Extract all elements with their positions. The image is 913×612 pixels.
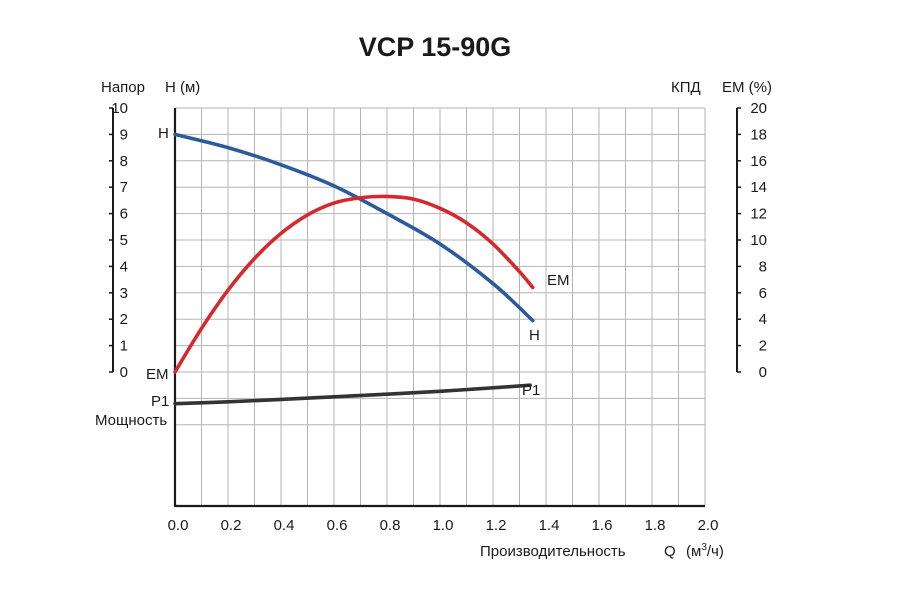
right-tick-label: 10 <box>750 232 767 249</box>
x-tick-label: 0.8 <box>380 517 401 534</box>
curves <box>173 132 535 406</box>
left-tick-label: 6 <box>120 206 128 223</box>
chart-title: VCP 15-90G <box>359 32 512 62</box>
series-p1-label-end: P1 <box>522 382 540 399</box>
series-p1-label-start: P1 <box>151 393 169 410</box>
right-tick-label: 14 <box>750 179 767 196</box>
left-tick-label: 7 <box>120 179 128 196</box>
x-tick-label: 1.2 <box>486 517 507 534</box>
x-tick-label: 1.8 <box>645 517 666 534</box>
x-tick-label: 0.4 <box>274 517 295 534</box>
left-tick-label: 1 <box>120 338 128 355</box>
left-axis-label-1: Напор <box>101 79 145 96</box>
x-axis-symbol: Q <box>664 543 676 560</box>
left-tick-label: 8 <box>120 153 128 170</box>
right-tick-label: 6 <box>759 285 767 302</box>
right-tick-label: 4 <box>759 311 767 328</box>
x-tick-label: 2.0 <box>698 517 719 534</box>
right-tick-label: 18 <box>750 126 767 143</box>
left-tick-label: 0 <box>120 364 128 381</box>
left-tick-label: 5 <box>120 232 128 249</box>
series-p1-line <box>173 383 532 406</box>
x-axis-unit: (м3/ч) <box>686 542 724 560</box>
left-tick-label: 3 <box>120 285 128 302</box>
series-em-line <box>173 194 535 374</box>
x-tick-label: 1.0 <box>433 517 454 534</box>
x-tick-label: 0.6 <box>327 517 348 534</box>
power-label: Мощность <box>95 412 167 429</box>
x-tick-label: 1.6 <box>592 517 613 534</box>
x-axis-label: Производительность <box>480 543 626 560</box>
x-tick-label: 1.4 <box>539 517 560 534</box>
x-tick-label: 0.0 <box>168 517 189 534</box>
right-tick-label: 0 <box>759 364 767 381</box>
series-h-label-start: H <box>158 125 169 142</box>
series-h-label-end: H <box>529 327 540 344</box>
right-tick-label: 2 <box>759 338 767 355</box>
left-tick-label: 2 <box>120 311 128 328</box>
right-axis-label-1: КПД <box>671 79 701 96</box>
right-axis-label-2: EM (%) <box>722 79 772 96</box>
grid <box>112 107 738 508</box>
series-em-label-end: EM <box>547 272 570 289</box>
left-tick-label: 9 <box>120 126 128 143</box>
curve-labels: H H EM EM P1 P1 <box>146 125 570 410</box>
series-em-label-start: EM <box>146 366 169 383</box>
left-tick-label: 10 <box>111 100 128 117</box>
right-tick-label: 16 <box>750 153 767 170</box>
right-tick-label: 8 <box>759 258 767 275</box>
left-tick-label: 4 <box>120 258 128 275</box>
right-tick-label: 12 <box>750 206 767 223</box>
right-tick-label: 20 <box>750 100 767 117</box>
x-tick-label: 0.2 <box>221 517 242 534</box>
series-h-line <box>173 132 535 323</box>
left-axis-label-2: H (м) <box>165 79 200 96</box>
